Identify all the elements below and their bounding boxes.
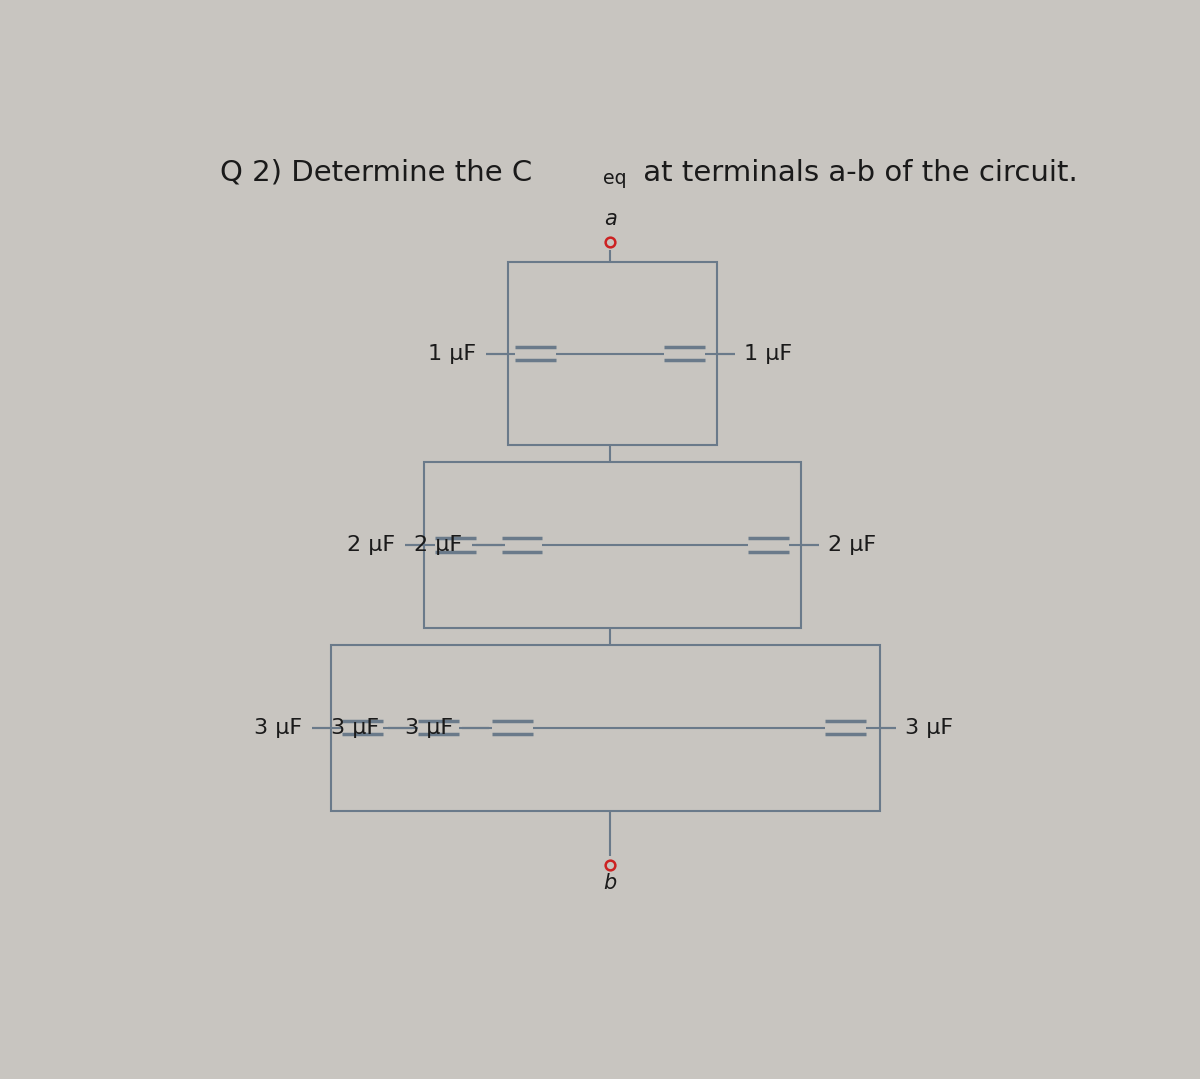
Text: 3 μF: 3 μF <box>406 718 454 738</box>
Bar <box>425 462 802 628</box>
Text: 1 μF: 1 μF <box>428 344 476 364</box>
Bar <box>331 644 880 810</box>
Text: a: a <box>604 209 617 229</box>
Text: 3 μF: 3 μF <box>905 718 953 738</box>
Text: b: b <box>604 873 617 893</box>
Bar <box>508 262 718 446</box>
Text: 2 μF: 2 μF <box>414 535 462 555</box>
Text: 2 μF: 2 μF <box>828 535 876 555</box>
Text: 1 μF: 1 μF <box>744 344 792 364</box>
Text: 3 μF: 3 μF <box>331 718 379 738</box>
Text: at terminals a-b of the circuit.: at terminals a-b of the circuit. <box>634 159 1078 187</box>
Text: eq: eq <box>602 168 626 188</box>
Text: Q 2) Determine the C: Q 2) Determine the C <box>220 159 532 187</box>
Text: 2 μF: 2 μF <box>347 535 396 555</box>
Text: 3 μF: 3 μF <box>254 718 302 738</box>
